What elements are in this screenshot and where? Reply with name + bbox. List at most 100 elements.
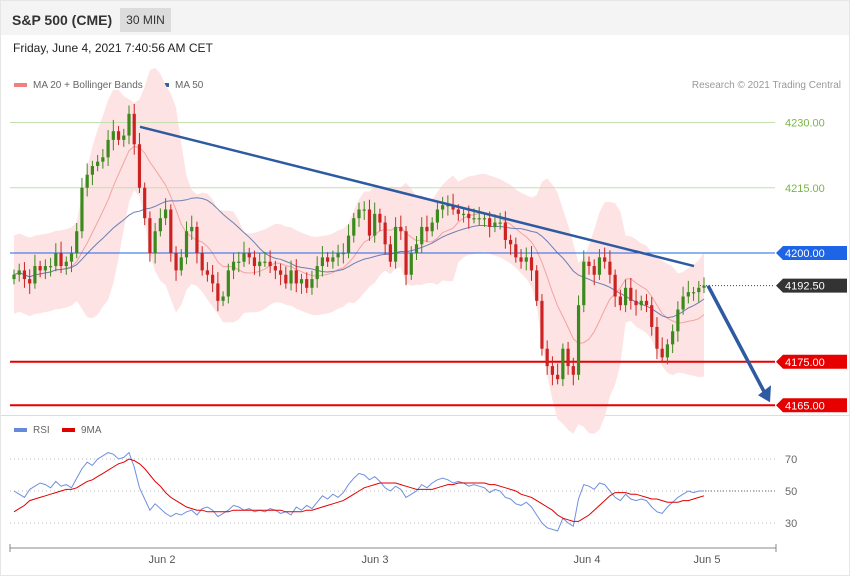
candle (252, 250, 257, 275)
level-label-4230.00: 4230.00 (785, 118, 825, 130)
candle (399, 215, 403, 240)
instrument-title: S&P 500 (CME) (12, 12, 113, 28)
candle (545, 340, 549, 375)
candle (524, 247, 528, 271)
candle (43, 259, 47, 280)
candle-body (174, 253, 178, 271)
candle (634, 289, 638, 316)
candle-body (587, 261, 591, 267)
candle (357, 202, 361, 227)
candle (702, 277, 706, 294)
candle-body (629, 287, 633, 301)
candle-body (665, 344, 670, 358)
candle-body (529, 257, 534, 271)
candle-body (420, 226, 424, 245)
candle (85, 163, 89, 197)
legend-ma50-label: MA 50 (175, 80, 204, 91)
candle-body (367, 209, 372, 236)
candle (38, 260, 42, 278)
candle (17, 263, 21, 282)
chart-header: S&P 500 (CME) 30 MIN (1, 1, 849, 35)
candle (519, 249, 523, 269)
candle (28, 269, 32, 294)
candle (556, 363, 560, 385)
candle (122, 128, 126, 147)
candle (482, 212, 487, 227)
candle-body (566, 348, 570, 367)
candle (414, 236, 419, 260)
legend-rsi-ma: 9MA (62, 425, 102, 436)
candle-body (535, 270, 539, 301)
candle-body (451, 205, 455, 210)
rsi-line (13, 451, 704, 532)
candle-body (258, 261, 262, 267)
candle-body (85, 174, 89, 188)
candle-body (231, 261, 236, 271)
candle (373, 202, 377, 243)
candle (143, 182, 147, 226)
candle-body (273, 266, 277, 271)
candle (691, 286, 696, 301)
candle-body (200, 253, 204, 271)
candle (430, 217, 434, 237)
candle (33, 254, 37, 289)
timeframe-badge[interactable]: 30 MIN (120, 8, 171, 32)
candle-body (111, 131, 115, 140)
level-label-4215.00: 4215.00 (785, 183, 825, 195)
projection-arrow-shaft (706, 284, 768, 397)
candle (367, 199, 372, 241)
legend-bollinger: MA 20 + Bollinger Bands (14, 80, 143, 91)
candle (268, 250, 272, 274)
candle-body (671, 331, 675, 345)
x-tick-label: Jun 5 (694, 554, 721, 566)
candle-body (425, 226, 429, 232)
candle-body (22, 270, 27, 280)
candle-body (503, 222, 507, 240)
resistance-trendline (139, 125, 695, 268)
candle (273, 260, 277, 280)
rsi-ma-swatch (62, 428, 75, 433)
candle (697, 281, 701, 303)
candle (681, 286, 685, 315)
candle (644, 294, 649, 313)
candle-body (122, 135, 126, 140)
candle (305, 272, 309, 294)
candle (247, 247, 251, 265)
candle-body (472, 218, 476, 220)
candle-body (409, 253, 413, 275)
candle-body (681, 296, 685, 310)
candle (341, 243, 345, 264)
candle-body (137, 144, 142, 188)
candle-body (357, 209, 361, 219)
candle (69, 246, 74, 273)
bollinger-swatch (14, 83, 27, 88)
candle (613, 269, 617, 307)
candle (200, 246, 204, 276)
candle-body (69, 253, 74, 262)
candle (310, 270, 314, 295)
candle (101, 149, 105, 169)
x-tick-label: Jun 2 (149, 554, 176, 566)
candle (127, 105, 131, 145)
candle (221, 291, 225, 307)
candle (80, 177, 84, 239)
candle-body (211, 274, 215, 284)
candle (216, 272, 220, 312)
candle-body (96, 161, 100, 166)
candle-body (467, 213, 471, 219)
candle (608, 250, 612, 284)
candle-body (576, 305, 581, 375)
candle-body (618, 296, 622, 306)
candle-body (80, 187, 84, 232)
candle-body (179, 257, 183, 271)
candle (263, 251, 267, 267)
candle (587, 256, 591, 275)
candle-body (498, 222, 502, 224)
candle (48, 257, 53, 277)
candle (477, 206, 481, 226)
candle (184, 221, 189, 265)
candle-body (33, 266, 37, 284)
candle (498, 212, 502, 230)
candle (535, 265, 539, 307)
